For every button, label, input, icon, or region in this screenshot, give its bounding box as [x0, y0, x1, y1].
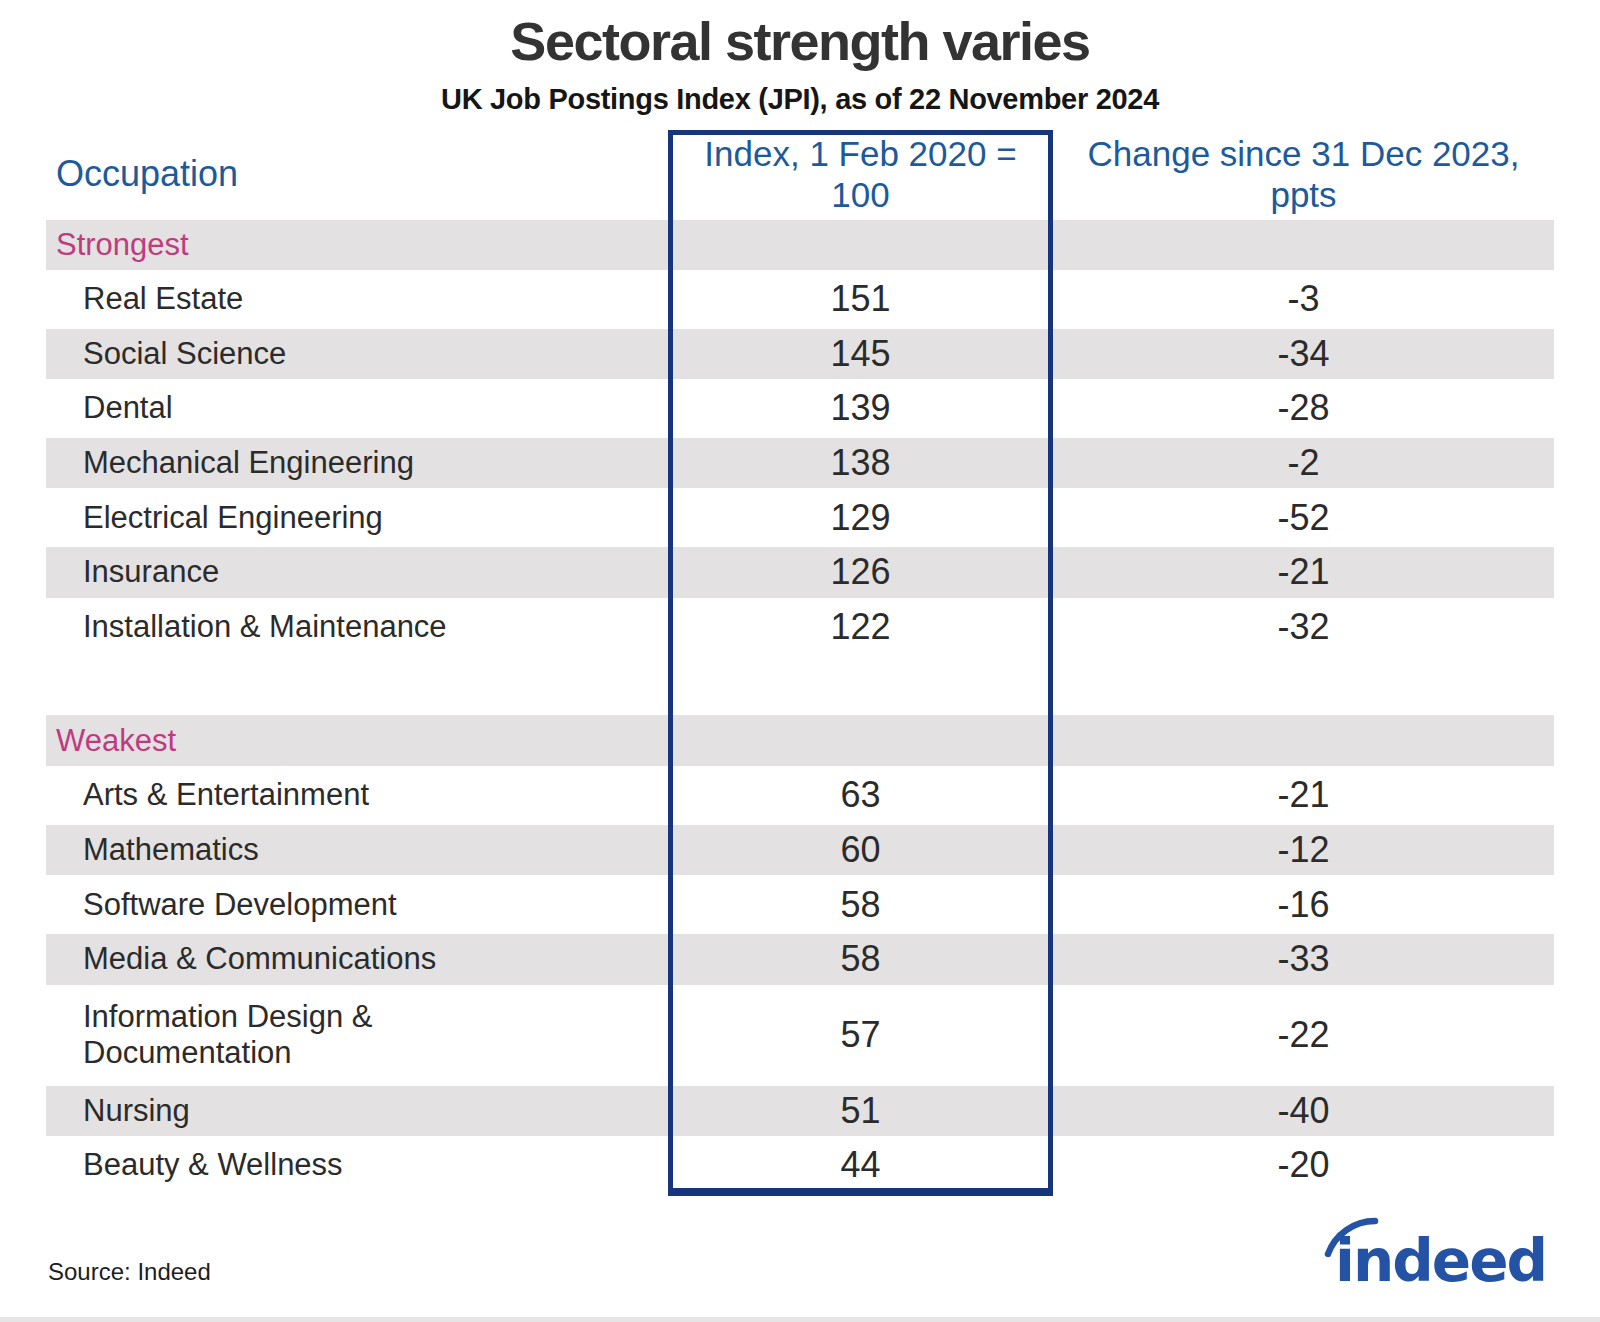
- table-row: Beauty & Wellness 44 -20: [46, 1138, 1554, 1193]
- table-row: Information Design & Documentation 57 -2…: [46, 987, 1554, 1084]
- index-value: 57: [668, 987, 1053, 1084]
- occupation-label: Beauty & Wellness: [46, 1138, 668, 1193]
- change-value: -22: [1053, 987, 1554, 1084]
- table-row: Media & Communications 58 -33: [46, 932, 1554, 987]
- index-value: 51: [668, 1086, 1053, 1137]
- change-value: -33: [1053, 934, 1554, 985]
- section-label: Weakest: [46, 715, 668, 766]
- empty-cell: [668, 715, 1053, 766]
- index-value: 126: [668, 547, 1053, 598]
- occupation-label: Insurance: [46, 547, 668, 598]
- source-note: Source: Indeed: [48, 1258, 211, 1286]
- table-row: Insurance 126 -21: [46, 545, 1554, 600]
- table-row: Social Science 145 -34: [46, 327, 1554, 382]
- occupation-label: Real Estate: [46, 272, 668, 327]
- change-value: -16: [1053, 877, 1554, 932]
- index-value: 129: [668, 490, 1053, 545]
- occupation-label: Mechanical Engineering: [46, 438, 668, 489]
- column-header-occupation: Occupation: [46, 130, 668, 218]
- table-row: Electrical Engineering 129 -52: [46, 490, 1554, 545]
- empty-cell: [668, 220, 1053, 270]
- change-value: -32: [1053, 600, 1554, 655]
- table-row: Real Estate 151 -3: [46, 272, 1554, 327]
- occupation-label: Media & Communications: [46, 934, 668, 985]
- occupation-label: Dental: [46, 381, 668, 436]
- table-row: Software Development 58 -16: [46, 877, 1554, 932]
- occupation-label: Electrical Engineering: [46, 490, 668, 545]
- change-value: -3: [1053, 272, 1554, 327]
- occupation-label: Arts & Entertainment: [46, 768, 668, 823]
- index-value: 58: [668, 934, 1053, 985]
- section-header-strongest: Strongest: [46, 218, 1554, 272]
- change-value: -52: [1053, 490, 1554, 545]
- empty-cell: [1053, 220, 1554, 270]
- occupation-label: Social Science: [46, 329, 668, 380]
- table-row: Nursing 51 -40: [46, 1084, 1554, 1139]
- table-row: Mathematics 60 -12: [46, 823, 1554, 878]
- indeed-logo: indeed: [1335, 1232, 1546, 1302]
- occupation-label: Information Design & Documentation: [46, 987, 668, 1084]
- index-value: 139: [668, 381, 1053, 436]
- index-value: 145: [668, 329, 1053, 380]
- change-value: -12: [1053, 825, 1554, 876]
- index-value: 58: [668, 877, 1053, 932]
- bottom-border-strip: [0, 1317, 1600, 1322]
- table-row: Arts & Entertainment 63 -21: [46, 768, 1554, 823]
- index-value: 44: [668, 1138, 1053, 1193]
- occupation-label: Software Development: [46, 877, 668, 932]
- section-gap: [46, 654, 1554, 713]
- column-header-change: Change since 31 Dec 2023, ppts: [1053, 130, 1554, 218]
- index-value: 138: [668, 438, 1053, 489]
- change-value: -2: [1053, 438, 1554, 489]
- index-value: 60: [668, 825, 1053, 876]
- change-value: -20: [1053, 1138, 1554, 1193]
- change-value: -28: [1053, 381, 1554, 436]
- occupation-label: Mathematics: [46, 825, 668, 876]
- change-value: -40: [1053, 1086, 1554, 1137]
- occupation-label: Installation & Maintenance: [46, 600, 668, 655]
- section-header-weakest: Weakest: [46, 713, 1554, 768]
- index-value: 122: [668, 600, 1053, 655]
- chart-canvas: Sectoral strength varies UK Job Postings…: [0, 0, 1600, 1322]
- empty-cell: [1053, 715, 1554, 766]
- table-row: Mechanical Engineering 138 -2: [46, 436, 1554, 491]
- section-label: Strongest: [46, 220, 668, 270]
- indeed-swoosh-icon: [1323, 1215, 1381, 1257]
- occupation-label: Nursing: [46, 1086, 668, 1137]
- column-header-index: Index, 1 Feb 2020 = 100: [668, 130, 1053, 218]
- change-value: -21: [1053, 768, 1554, 823]
- occupation-table: Occupation Index, 1 Feb 2020 = 100 Chang…: [46, 130, 1554, 1193]
- change-value: -21: [1053, 547, 1554, 598]
- table-header-row: Occupation Index, 1 Feb 2020 = 100 Chang…: [46, 130, 1554, 218]
- change-value: -34: [1053, 329, 1554, 380]
- table-row: Dental 139 -28: [46, 381, 1554, 436]
- table-row: Installation & Maintenance 122 -32: [46, 600, 1554, 655]
- index-value: 63: [668, 768, 1053, 823]
- chart-subtitle: UK Job Postings Index (JPI), as of 22 No…: [0, 83, 1600, 116]
- chart-title: Sectoral strength varies: [0, 10, 1600, 72]
- index-value: 151: [668, 272, 1053, 327]
